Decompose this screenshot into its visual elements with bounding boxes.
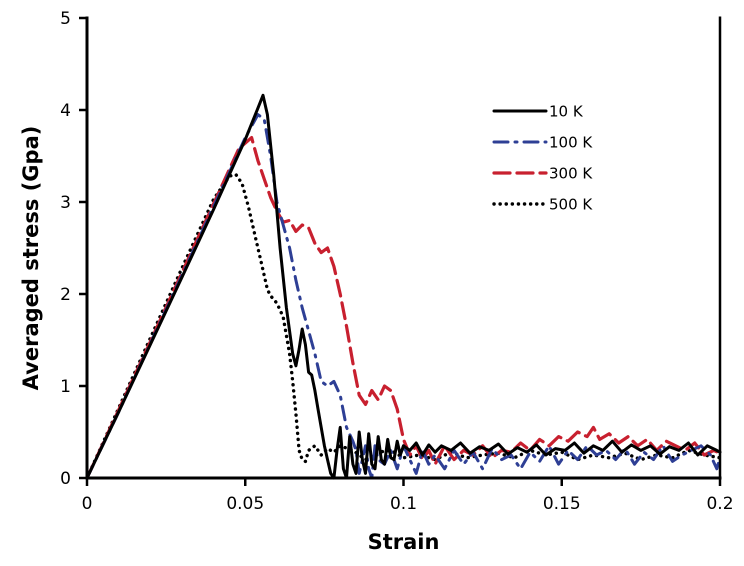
x-tick-label: 0.05: [226, 494, 264, 514]
x-tick-label: 0: [82, 494, 93, 514]
y-tick-label: 5: [60, 9, 71, 29]
series-line-10k: [85, 93, 722, 480]
x-tick-label: 0.1: [390, 494, 417, 514]
axes: [85, 16, 722, 480]
legend: 10 K 100 K 300 K 500 K: [492, 103, 593, 214]
x-tick-label: 0.2: [706, 494, 733, 514]
series-line-100k: [85, 113, 722, 480]
x-axis-title: Strain: [368, 530, 440, 554]
y-ticks: 0 1 2 3 4 5: [60, 9, 87, 489]
x-tick-label: 0.15: [543, 494, 581, 514]
y-tick-label: 4: [60, 101, 71, 121]
plot-lines: [85, 93, 722, 480]
y-tick-label: 1: [60, 377, 71, 397]
series-line-300k: [85, 136, 722, 480]
x-ticks: 0 0.05 0.1 0.15 0.2: [82, 478, 734, 514]
legend-label: 500 K: [549, 196, 593, 214]
y-axis-title: Averaged stress (Gpa): [19, 126, 43, 391]
y-tick-label: 3: [60, 193, 71, 213]
legend-label: 100 K: [549, 134, 593, 152]
y-tick-label: 2: [60, 285, 71, 305]
legend-label: 300 K: [549, 165, 593, 183]
legend-label: 10 K: [549, 103, 584, 121]
y-tick-label: 0: [60, 469, 71, 489]
